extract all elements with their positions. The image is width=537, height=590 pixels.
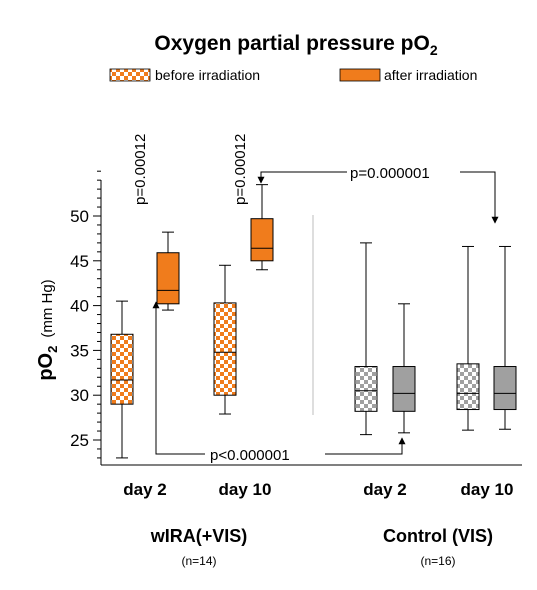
p-value-wira-day10: p=0.00012 [232, 134, 249, 205]
y-tick-label: 25 [70, 431, 89, 450]
group-label-wira: wIRA(+VIS) [150, 526, 248, 546]
box-iqr [354, 366, 378, 412]
chart-title-main: Oxygen partial pressure pO [154, 32, 429, 55]
x-tick-label: day 10 [461, 480, 514, 499]
box-plot-element [456, 245, 480, 431]
y-tick-label: 45 [70, 252, 89, 271]
y-axis-label: pO2 (mm Hg) [35, 279, 60, 380]
box-plot-element [392, 303, 416, 434]
y-axis-label-main: pO [35, 353, 57, 381]
chart-title-subscript: 2 [430, 42, 438, 58]
x-tick-label: day 10 [219, 480, 272, 499]
arrow-day10-left [257, 171, 347, 184]
legend-swatch-before [109, 68, 151, 82]
group-n-wira: (n=14) [181, 554, 216, 568]
box-plot-element [213, 264, 237, 415]
box-iqr [213, 302, 237, 396]
y-tick-label: 35 [70, 341, 89, 360]
x-tick-label: day 2 [123, 480, 166, 499]
box-iqr [392, 366, 416, 412]
group-n-control: (n=16) [420, 554, 455, 568]
arrow-day10-comparison [460, 171, 499, 224]
box-iqr [250, 218, 274, 262]
p-value-wira-day2: p=0.00012 [132, 134, 149, 205]
y-tick-label: 40 [70, 297, 89, 316]
box-iqr [156, 252, 180, 305]
group-label-control: Control (VIS) [383, 526, 493, 546]
box-plot-element [493, 245, 517, 430]
box-iqr [110, 333, 134, 405]
y-axis-label-unit: (mm Hg) [39, 279, 56, 337]
arrow-day2-right [325, 437, 406, 455]
legend: before irradiation after irradiation [109, 67, 477, 83]
legend-label-after: after irradiation [384, 67, 477, 83]
box-plot-element [250, 184, 274, 271]
box-iqr [493, 366, 517, 411]
p-value-day10-control: p=0.000001 [350, 165, 430, 182]
box-iqr [456, 363, 480, 411]
box-series [110, 184, 517, 459]
legend-label-before: before irradiation [155, 67, 260, 83]
legend-swatch-after [339, 68, 381, 82]
y-axis-label-subscript: 2 [45, 346, 60, 353]
chart-title: Oxygen partial pressure pO2 [154, 32, 437, 58]
p-value-day2-control: p<0.000001 [210, 447, 290, 464]
y-axis-ticks: 25 30 35 40 45 50 [70, 170, 101, 459]
y-tick-label: 50 [70, 207, 89, 226]
box-plot-element [354, 242, 378, 436]
arrow-day2-left [152, 301, 205, 455]
x-tick-label: day 2 [363, 480, 406, 499]
box-plot-element [110, 300, 134, 459]
box-plot-element [156, 231, 180, 311]
y-tick-label: 30 [70, 386, 89, 405]
